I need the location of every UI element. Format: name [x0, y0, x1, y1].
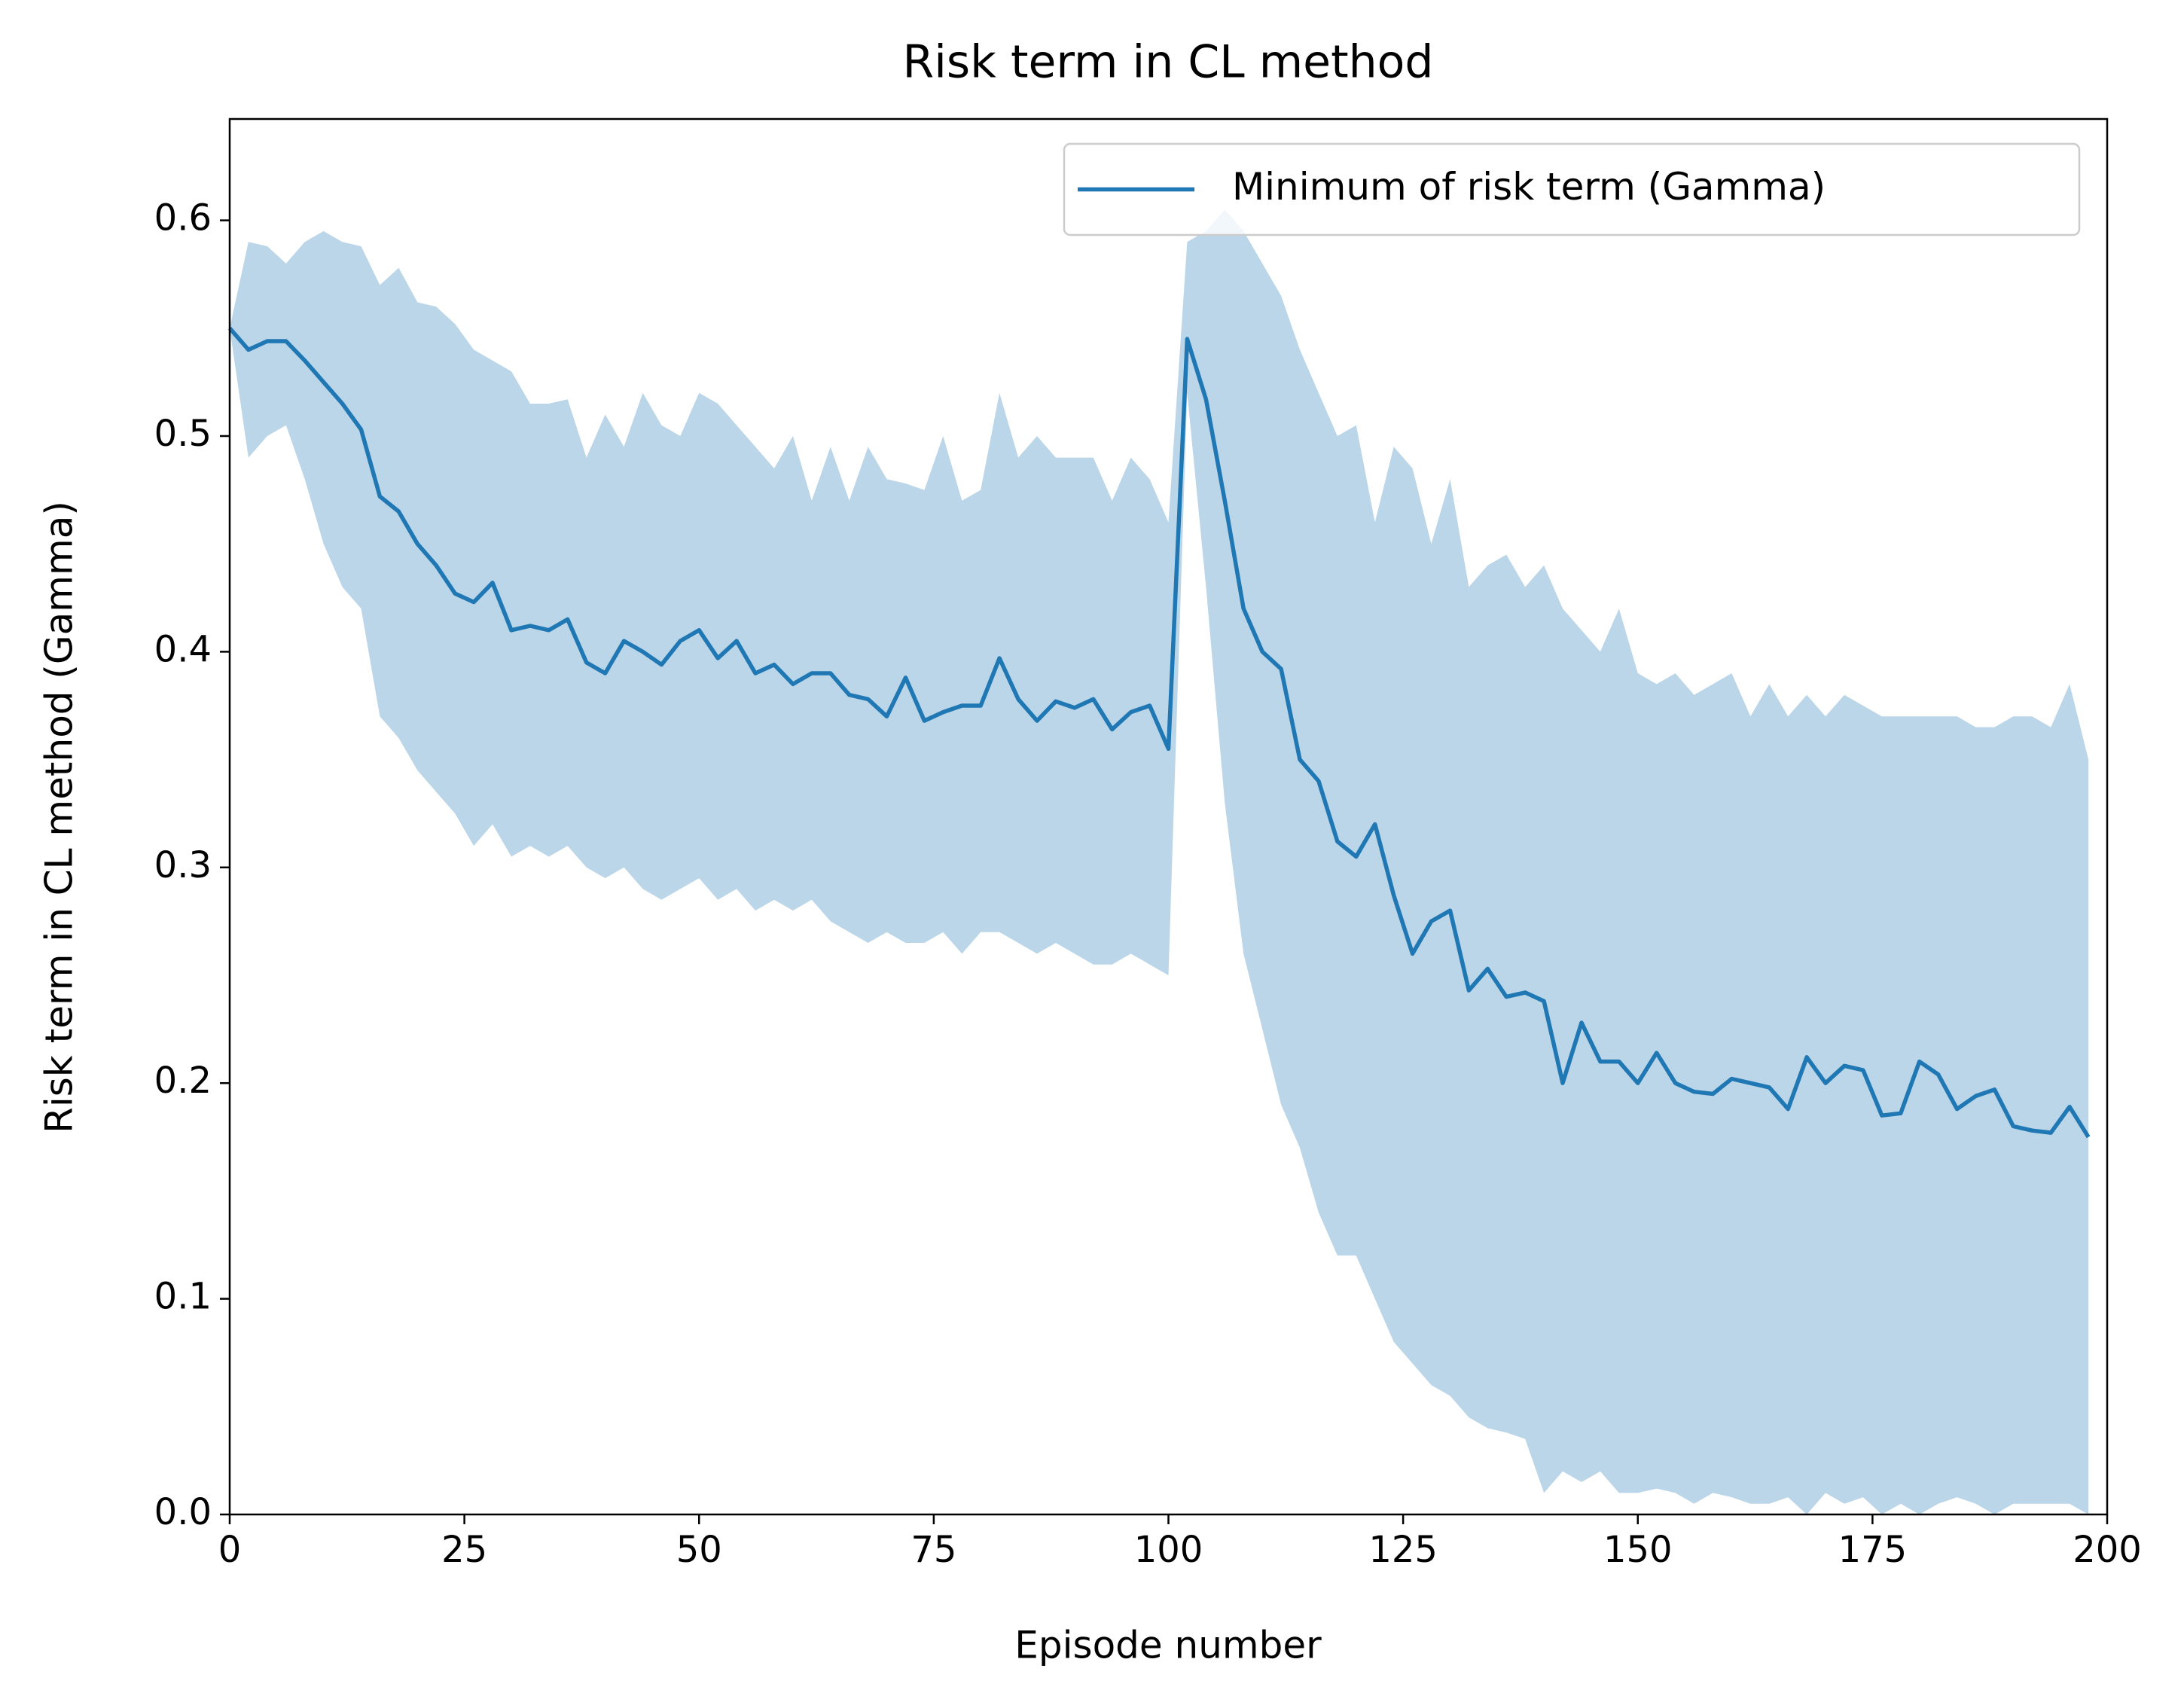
chart-title: Risk term in CL method [903, 36, 1434, 89]
line [227, 326, 2091, 1139]
y-tick-label: 0.2 [154, 1060, 212, 1102]
y-tick-label: 0.4 [154, 628, 212, 670]
x-tick-label: 25 [441, 1529, 487, 1571]
y-axis-label: Risk term in CL method (Gamma) [38, 501, 81, 1133]
x-tick-label: 200 [2073, 1529, 2142, 1571]
y-tick-label: 0.6 [154, 197, 212, 239]
legend-label: Minimum of risk term (Gamma) [1232, 165, 1826, 209]
y-tick-label: 0.3 [154, 844, 212, 886]
x-tick-label: 75 [911, 1529, 956, 1571]
x-tick-label: 175 [1838, 1529, 1908, 1571]
y-tick-label: 0.0 [154, 1491, 212, 1533]
x-tick-label: 0 [218, 1529, 242, 1571]
y-tick-label: 0.5 [154, 413, 212, 455]
x-tick-label: 50 [676, 1529, 722, 1571]
x-tick-label: 100 [1134, 1529, 1203, 1571]
x-axis-label: Episode number [1014, 1624, 1322, 1667]
legend-box [1063, 142, 2081, 236]
y-tick-label: 0.1 [154, 1276, 212, 1318]
x-tick-label: 150 [1603, 1529, 1673, 1571]
x-tick-label: 125 [1368, 1529, 1438, 1571]
confidence-band [230, 209, 2089, 1514]
